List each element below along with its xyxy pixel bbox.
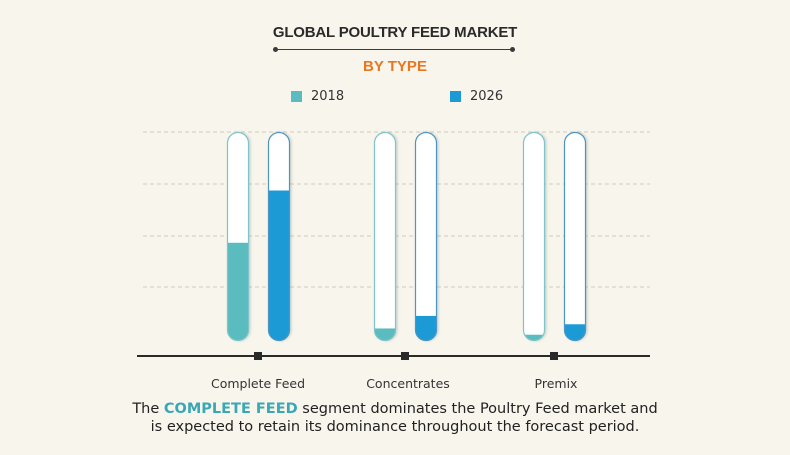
bar-premix-2026 [563, 131, 587, 342]
category-label-premix: Premix [534, 376, 578, 391]
caption-prefix: The [132, 401, 164, 417]
x-axis-tick-1 [401, 352, 409, 360]
x-axis-tick-2 [550, 352, 558, 360]
bar-complete-feed-2026 [267, 131, 291, 342]
bar-fill [564, 324, 586, 341]
title-divider [273, 47, 515, 52]
caption-highlight: COMPLETE FEED [163, 401, 298, 417]
bar-fill [523, 334, 545, 341]
bar-fill [415, 315, 437, 341]
legend-item-2026: 2026 [450, 89, 503, 104]
x-axis-tick-0 [254, 352, 262, 360]
tube-background [523, 132, 545, 341]
bar-premix-2018 [522, 131, 546, 342]
chart-title: GLOBAL POULTRY FEED MARKET [272, 24, 518, 41]
caption: The COMPLETE FEED segment dominates the … [0, 400, 790, 436]
category-label-concentrates: Concentrates [366, 376, 450, 391]
bar-concentrates-2026 [414, 131, 438, 342]
bar-fill [374, 328, 396, 341]
tube-outline [373, 131, 397, 342]
caption-line1-rest: segment dominates the Poultry Feed marke… [297, 401, 658, 417]
legend-swatch-2018 [291, 91, 302, 102]
tube-outline [226, 131, 250, 342]
tube-background [564, 132, 586, 341]
bar-complete-feed-2018 [226, 131, 250, 342]
category-label-complete-feed: Complete Feed [210, 376, 306, 391]
tube-outline [522, 131, 546, 342]
caption-line-2: is expected to retain its dominance thro… [150, 419, 640, 435]
bar-concentrates-2018 [373, 131, 397, 342]
tube-background [415, 132, 437, 341]
chart-subtitle: BY TYPE [363, 58, 427, 75]
tube-outline [267, 131, 291, 342]
bar-fill [268, 190, 290, 341]
tube-outline [414, 131, 438, 342]
legend-item-2018: 2018 [291, 89, 344, 104]
caption-line-1: The COMPLETE FEED segment dominates the … [0, 400, 790, 418]
tube-outline [563, 131, 587, 342]
legend-swatch-2026 [450, 91, 461, 102]
legend-label-2026: 2026 [470, 89, 504, 104]
bar-fill [227, 242, 249, 341]
tube-background [374, 132, 396, 341]
legend-label-2018: 2018 [311, 89, 345, 104]
